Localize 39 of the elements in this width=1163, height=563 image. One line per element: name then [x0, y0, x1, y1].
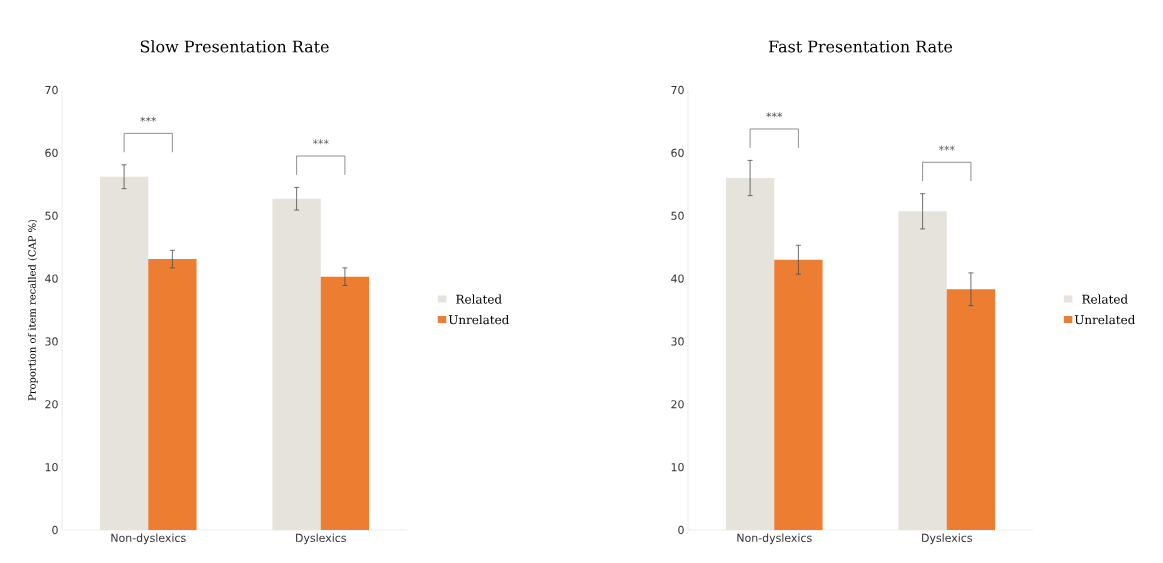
legend-label: Related: [1082, 294, 1128, 304]
annotation: ***: [140, 116, 157, 122]
x-tick-label: Dyslexics: [922, 533, 972, 545]
annotation: ***: [312, 139, 329, 145]
y-tick-label: 70: [671, 85, 684, 95]
bar: [946, 289, 996, 530]
legend-label: Related: [456, 294, 502, 304]
y-tick-label: 70: [45, 85, 58, 95]
chart-title: Slow Presentation Rate: [140, 40, 329, 53]
y-tick-label: 10: [671, 463, 684, 472]
y-tick-label: 40: [671, 274, 684, 283]
bar: [148, 259, 197, 530]
y-tick-label: 30: [671, 337, 684, 346]
y-tick-label: 60: [671, 148, 684, 157]
bar: [774, 259, 823, 530]
y-tick-label: 50: [671, 211, 684, 220]
y-tick-label: 30: [45, 337, 58, 346]
y-tick-label: 60: [45, 148, 58, 157]
bar: [898, 211, 947, 530]
annotation: ***: [938, 145, 955, 151]
y-tick-label: 10: [45, 463, 58, 472]
y-axis-title: Proportion of item recalled (CAP %): [28, 219, 38, 401]
bar: [725, 178, 775, 530]
y-tick-label: 0: [52, 525, 58, 535]
bar: [320, 276, 370, 530]
annotation: ***: [766, 112, 783, 118]
x-tick-label: Non-dyslexics: [111, 533, 186, 545]
legend-label: Unrelated: [1074, 314, 1135, 325]
y-tick-label: 20: [45, 400, 58, 409]
x-tick-label: Non-dyslexics: [737, 533, 812, 545]
y-tick-label: 40: [45, 274, 58, 283]
y-tick-label: 0: [678, 525, 684, 535]
y-tick-label: 50: [45, 211, 58, 220]
x-tick-label: Dyslexics: [296, 533, 346, 545]
bar: [272, 198, 321, 530]
chart-title: Fast Presentation Rate: [768, 40, 953, 53]
legend-label: Unrelated: [448, 314, 509, 325]
bar: [99, 176, 149, 530]
y-tick-label: 20: [671, 400, 684, 409]
